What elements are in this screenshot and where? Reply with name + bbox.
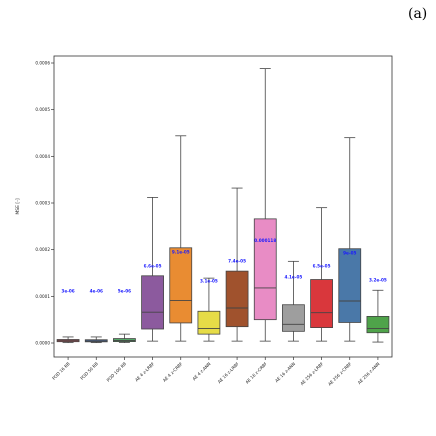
x-tick-label: AE 16 z-ANN [274,361,296,383]
box-body [225,270,249,328]
box-body [253,218,277,321]
box-body [197,310,221,335]
box-12 [366,289,390,343]
median-label: 9.1e-05 [172,249,190,254]
box-body [141,275,164,330]
median-label: 0.000118 [254,238,276,243]
y-tick-label: 0.0006 [35,61,50,66]
median-label: 3.1e-05 [200,278,218,283]
median-label: 7.4e-05 [228,259,246,264]
box-9 [282,260,305,342]
y-axis-title: MSE [-] [15,198,21,214]
box-5 [169,135,193,342]
x-tick-label: AE 4 z-LRBF [134,361,156,383]
x-tick-label: POD 100 RB [106,361,128,383]
panel-label: (a) [408,6,428,22]
box-body [366,315,390,334]
box-3 [113,333,136,343]
y-tick-label: 0.0004 [35,154,50,159]
median-label: 9e-05 [343,250,356,255]
median-label: 3.2e-05 [369,277,387,282]
y-tick-label: 0.0000 [35,341,50,346]
x-tick-label: AE 16 z-CRBF [244,361,268,385]
plot-frame [53,55,393,358]
x-tick-label: AE 16 z-LRBF [217,361,241,385]
median-label: 3e-06 [61,289,74,294]
x-axis: POD 16 RB POD 50 RB POD 100 RB AE 4 z-LRBF A… [51,357,381,387]
box-6 [197,277,221,342]
box-10 [310,207,333,342]
x-tick-label: POD 16 RB [51,361,71,381]
box-body [310,279,333,328]
median-label: 6.6e-05 [144,263,162,268]
median-label: 4e-06 [90,289,103,294]
y-axis: 0.0000 0.0001 0.0002 0.0003 0.0004 0.0005 0.00… [35,61,54,346]
y-tick-label: 0.0001 [35,294,50,299]
box-1 [56,336,80,344]
x-tick-label: AE 256 z-LRBF [299,361,324,386]
median-label: 6.5e-05 [313,263,331,268]
median-label: 4.1e-05 [285,275,303,280]
x-tick-label: AE 4 z-CRBF [162,361,184,383]
y-tick-label: 0.0002 [35,247,50,252]
x-tick-label: AE 256 z-ANN [357,361,381,385]
box-4 [141,196,164,342]
x-tick-label: AE 4 z-ANN [191,361,211,381]
x-tick-label: AE 256 z-CRBF [327,361,353,387]
box-body [282,304,305,332]
box-2 [84,336,108,344]
median-annotations: 3e-06 4e-06 5e-06 6.6e-05 9.1e-05 3.1e-05 7.4e… [61,238,386,293]
y-tick-label: 0.0005 [35,107,50,112]
x-tick-label: POD 50 RB [79,361,99,381]
box-body [169,247,193,324]
median-label: 5e-06 [118,289,131,294]
box-7 [225,187,249,342]
plot-border [53,55,393,358]
box-8 [253,68,277,342]
box-body [338,248,362,323]
box-11 [338,137,362,342]
y-tick-label: 0.0003 [35,201,50,206]
box-series [56,68,390,344]
